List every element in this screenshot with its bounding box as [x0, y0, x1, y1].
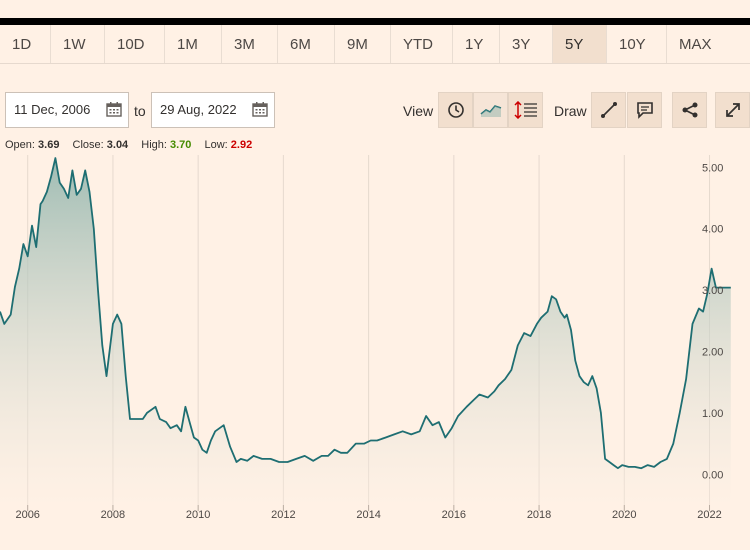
range-max[interactable]: MAX: [679, 36, 712, 53]
top-bar: [0, 18, 750, 25]
share-button[interactable]: [672, 92, 707, 128]
range-1w[interactable]: 1W: [51, 25, 105, 63]
share-icon: [682, 102, 697, 118]
range-1m[interactable]: 1M: [165, 25, 222, 63]
x-axis-labels: 2006 2008 2010 2012 2014 2016 2018 2020 2022: [15, 509, 721, 521]
calendar-icon[interactable]: [252, 101, 268, 117]
from-date-input[interactable]: 11 Dec, 2006: [5, 92, 129, 128]
range-10d[interactable]: 10D: [105, 25, 165, 63]
ohlc-readout: Open: 3.69 Close: 3.04 High: 3.70 Low: 2…: [5, 139, 262, 151]
close-label: Close:: [72, 139, 104, 151]
draw-line-button[interactable]: [591, 92, 626, 128]
x-tick-label: 2006: [15, 509, 39, 521]
range-1d[interactable]: 1D: [0, 25, 51, 63]
x-tick-label: 2010: [186, 509, 210, 521]
x-tick-label: 2022: [697, 509, 721, 521]
calendar-icon[interactable]: [106, 101, 122, 117]
fullscreen-button[interactable]: [715, 92, 750, 128]
x-tick-label: 2016: [442, 509, 466, 521]
comment-icon: [636, 102, 653, 119]
price-chart[interactable]: 0.00 1.00 2.00 3.00 4.00 5.00 2006 2008 2010 201…: [0, 150, 750, 550]
clock-icon: [447, 102, 464, 118]
range-1y[interactable]: 1Y: [453, 25, 500, 63]
range-ytd[interactable]: YTD: [391, 25, 453, 63]
from-date-value: 11 Dec, 2006: [14, 102, 91, 117]
low-value: 2.92: [230, 139, 253, 151]
open-label: Open:: [5, 139, 35, 151]
range-3y[interactable]: 3Y: [500, 25, 553, 63]
series-line: [0, 157, 731, 470]
to-label: to: [134, 103, 146, 119]
line-chart-button[interactable]: [473, 92, 508, 128]
view-label: View: [403, 103, 434, 119]
indicators-icon: [513, 101, 537, 119]
range-3m[interactable]: 3M: [222, 25, 278, 63]
y-tick-label: 0.00: [702, 469, 723, 481]
area-layer: [0, 157, 731, 505]
annotate-button[interactable]: [627, 92, 662, 128]
y-tick-label: 3.00: [702, 285, 723, 297]
high-value: 3.70: [170, 139, 192, 151]
indicators-button[interactable]: [508, 92, 543, 128]
clock-button[interactable]: [438, 92, 473, 128]
to-date-input[interactable]: 29 Aug, 2022: [151, 92, 275, 128]
range-5y[interactable]: 5Y: [553, 25, 607, 63]
y-tick-label: 1.00: [702, 408, 723, 420]
y-tick-label: 4.00: [702, 224, 723, 236]
draw-line-icon: [600, 102, 617, 118]
x-tick-label: 2008: [101, 509, 125, 521]
range-10y[interactable]: 10Y: [607, 25, 667, 63]
y-tick-label: 5.00: [702, 162, 723, 174]
low-label: Low:: [204, 139, 228, 151]
y-tick-label: 2.00: [702, 346, 723, 358]
x-tick-label: 2018: [527, 509, 551, 521]
x-tick-label: 2020: [612, 509, 636, 521]
range-selector: 1D 1W 10D 1M 3M 6M 9M YTD 1Y 3Y 5Y 10Y M…: [0, 25, 750, 64]
to-date-value: 29 Aug, 2022: [160, 102, 237, 117]
high-label: High:: [141, 139, 167, 151]
expand-icon: [725, 103, 740, 117]
open-value: 3.69: [38, 139, 60, 151]
series-area: [0, 158, 731, 505]
close-value: 3.04: [106, 139, 129, 151]
line-chart-icon: [480, 105, 501, 117]
x-tick-label: 2012: [271, 509, 295, 521]
y-axis-labels: 0.00 1.00 2.00 3.00 4.00 5.00: [702, 162, 723, 481]
range-9m[interactable]: 9M: [335, 25, 391, 63]
x-tick-label: 2014: [356, 509, 380, 521]
draw-label: Draw: [554, 103, 587, 119]
range-6m[interactable]: 6M: [278, 25, 335, 63]
